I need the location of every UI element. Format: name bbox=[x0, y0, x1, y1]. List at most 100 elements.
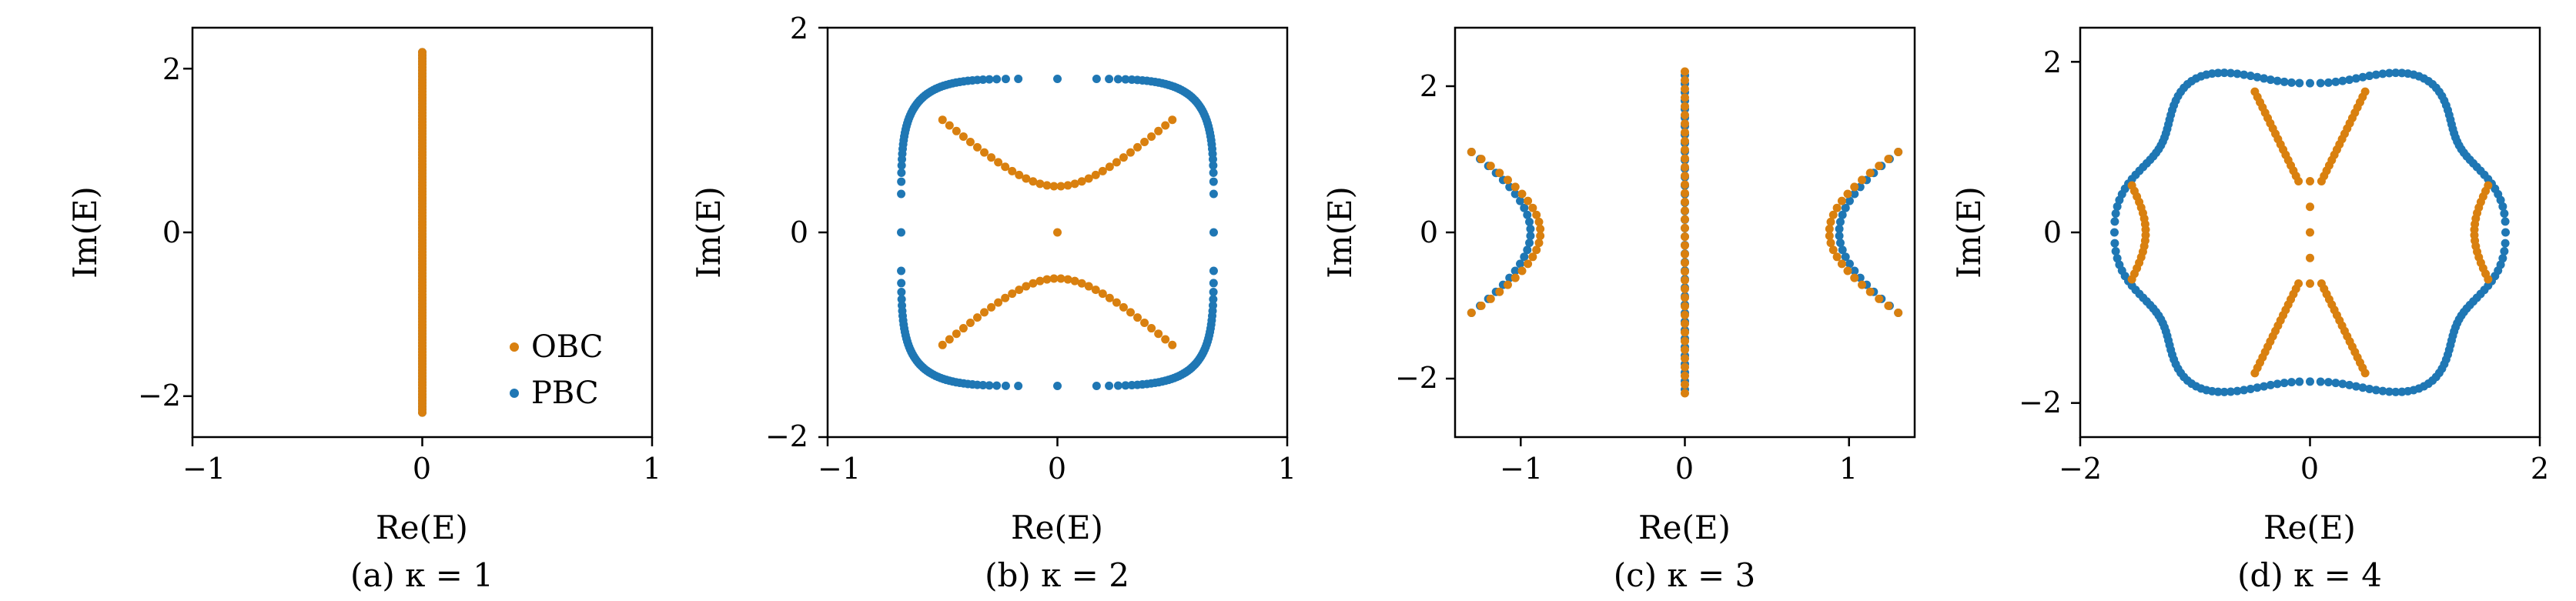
pbc-point-b bbox=[992, 75, 1002, 84]
obc-point-c bbox=[1681, 293, 1689, 302]
obc-point-b bbox=[1070, 276, 1079, 285]
obc-point-b bbox=[1077, 279, 1086, 288]
obc-point-b bbox=[1154, 126, 1163, 135]
ytick-label-c-0: −2 bbox=[1395, 361, 1438, 395]
obc-point-c bbox=[1681, 284, 1689, 293]
pbc-point-d bbox=[2501, 239, 2510, 248]
pbc-point-b bbox=[897, 228, 906, 237]
obc-point-c bbox=[1681, 380, 1689, 389]
obc-point-b bbox=[994, 158, 1003, 167]
obc-point-b bbox=[958, 324, 968, 333]
obc-point-c bbox=[1832, 203, 1842, 212]
pbc-point-c bbox=[1835, 217, 1845, 226]
ticks-a bbox=[183, 67, 654, 446]
obc-point-c bbox=[1495, 169, 1504, 178]
pbc-point-d bbox=[2280, 77, 2289, 86]
obc-point-c bbox=[1865, 287, 1875, 296]
obc-point-c bbox=[1681, 389, 1689, 398]
pbc-point-b bbox=[1209, 279, 1218, 288]
obc-point-b bbox=[1098, 289, 1107, 299]
obc-point-b bbox=[972, 142, 982, 152]
obc-point-c bbox=[1884, 301, 1893, 310]
pbc-point-c bbox=[1523, 245, 1532, 255]
panel-b: −1 0 1 −2 0 2 Re(E) Im(E) (b) κ = 2 bbox=[690, 12, 1296, 594]
xtick-label-a-0: −1 bbox=[182, 452, 226, 486]
obc-point-c bbox=[1536, 224, 1545, 233]
pbc-point-c bbox=[1841, 203, 1850, 212]
obc-point-b bbox=[1091, 170, 1100, 179]
ytick-label-a-0: −2 bbox=[138, 379, 181, 412]
obc-point-c bbox=[1832, 252, 1842, 262]
pbc-point-b bbox=[1105, 381, 1114, 390]
pbc-point-d bbox=[2220, 387, 2229, 396]
obc-point-c bbox=[1681, 67, 1689, 76]
panel-d: −2 0 2 −2 0 2 Re(E) Im(E) (d) κ = 4 bbox=[1950, 26, 2549, 594]
pbc-point-d bbox=[2391, 68, 2400, 78]
ylabel-a: Im(E) bbox=[66, 186, 104, 279]
pbc-point-c bbox=[1510, 266, 1520, 275]
obc-point-b bbox=[1035, 276, 1045, 285]
pbc-point-d bbox=[2397, 68, 2407, 78]
pbc-point-c bbox=[1520, 252, 1529, 262]
obc-point-c bbox=[1486, 162, 1495, 171]
obc-point-b bbox=[965, 137, 975, 146]
pbc-point-d bbox=[2316, 377, 2325, 386]
pbc-point-b bbox=[1113, 75, 1122, 84]
obc-point-c bbox=[1681, 197, 1689, 206]
pbc-point-d bbox=[2306, 78, 2314, 88]
marks-b bbox=[897, 75, 1218, 390]
obc-point-c bbox=[1828, 210, 1838, 219]
obc-point-b bbox=[1035, 179, 1045, 189]
obc-point-c bbox=[1681, 259, 1689, 268]
pbc-point-c bbox=[1525, 217, 1534, 226]
obc-point-d bbox=[2360, 87, 2370, 96]
obc-point-c bbox=[1681, 180, 1689, 189]
pbc-point-b bbox=[897, 168, 906, 177]
pbc-point-d bbox=[2500, 209, 2509, 218]
obc-point-c bbox=[1528, 252, 1537, 262]
pbc-point-c bbox=[1841, 252, 1850, 262]
obc-point-c bbox=[1681, 85, 1689, 94]
pbc-point-b bbox=[1121, 75, 1130, 84]
pbc-point-c bbox=[1838, 245, 1847, 255]
pbc-point-d bbox=[2391, 387, 2400, 396]
obc-point-b bbox=[1063, 181, 1072, 190]
obc-point-c bbox=[1681, 145, 1689, 155]
ticks-d bbox=[2071, 61, 2541, 446]
pbc-point-d bbox=[2501, 228, 2511, 237]
pbc-point-c bbox=[1526, 224, 1535, 233]
obc-point-b bbox=[1001, 162, 1010, 172]
obc-point-b bbox=[1008, 289, 1017, 299]
pbc-point-d bbox=[2213, 387, 2223, 396]
pbc-point-d bbox=[2496, 260, 2505, 269]
pbc-point-b bbox=[985, 75, 994, 84]
pbc-point-b bbox=[1209, 189, 1218, 199]
legend-label-pbc: PBC bbox=[531, 376, 599, 411]
obc-point-c bbox=[1534, 239, 1544, 248]
caption-c: (c) κ = 3 bbox=[1614, 556, 1756, 594]
obc-point-b bbox=[1119, 153, 1128, 162]
obc-point-c bbox=[1681, 302, 1689, 311]
pbc-point-d bbox=[2358, 72, 2367, 82]
obc-point-c bbox=[1681, 172, 1689, 181]
pbc-point-b bbox=[897, 288, 906, 297]
pbc-point-b bbox=[897, 189, 906, 199]
xtick-label-c-2: 1 bbox=[1839, 452, 1858, 486]
pbc-point-d bbox=[2295, 78, 2304, 88]
pbc-point-b bbox=[1014, 381, 1023, 390]
obc-point-b bbox=[1147, 324, 1156, 333]
obc-point-b bbox=[1029, 279, 1038, 288]
obc-point-d bbox=[2250, 369, 2260, 378]
pbc-point-b bbox=[1053, 382, 1062, 390]
xtick-label-b-0: −1 bbox=[818, 452, 861, 486]
pbc-point-d bbox=[2384, 68, 2394, 78]
obc-point-d bbox=[2250, 87, 2260, 96]
caption-a: (a) κ = 1 bbox=[350, 556, 493, 594]
obc-point-b bbox=[1015, 170, 1024, 179]
pbc-point-d bbox=[2266, 380, 2275, 389]
pbc-point-b bbox=[1209, 177, 1218, 186]
pbc-point-c bbox=[1523, 210, 1532, 219]
obc-point-c bbox=[1517, 189, 1527, 199]
pbc-point-d bbox=[2316, 78, 2325, 88]
